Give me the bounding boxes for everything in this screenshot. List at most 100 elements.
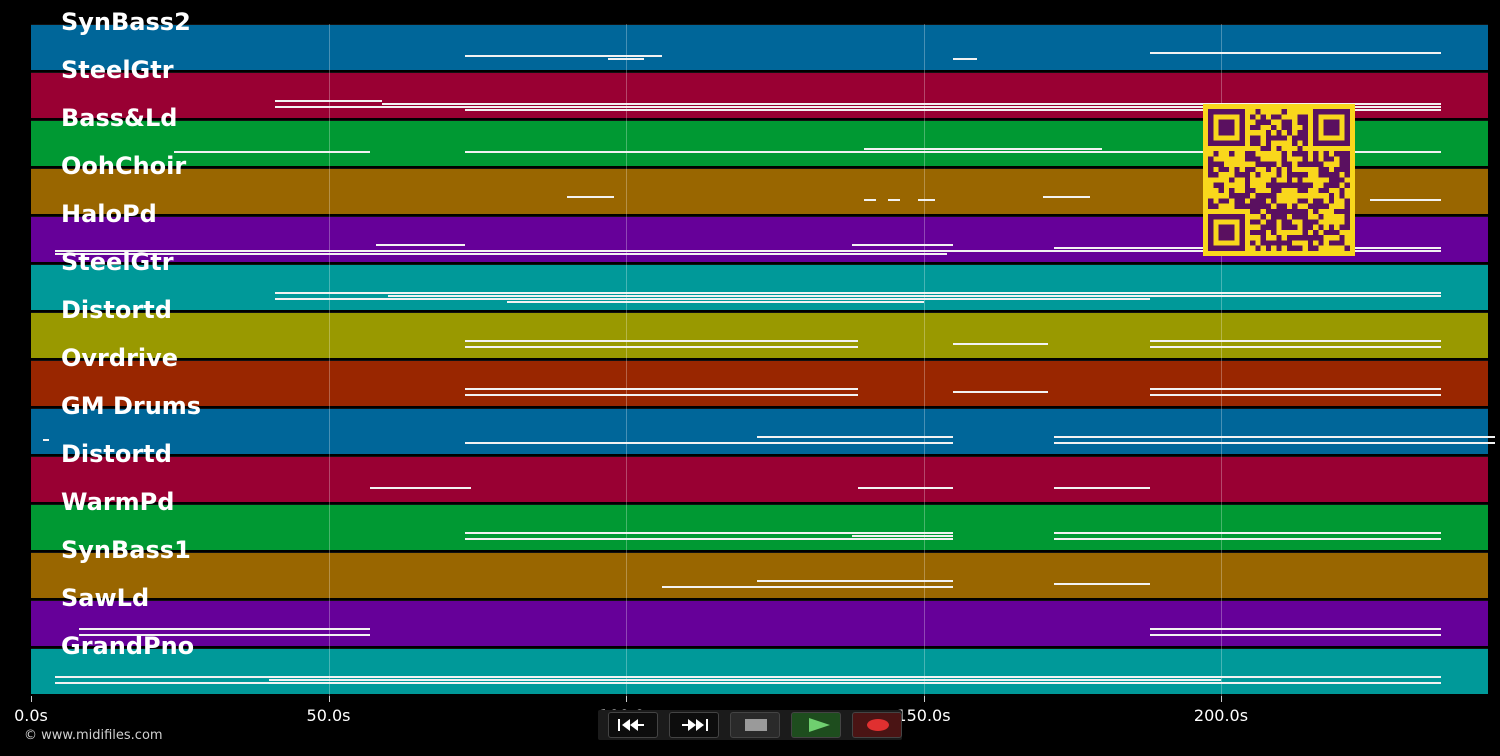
tick-mark: [328, 696, 330, 702]
note-bar: [953, 58, 978, 60]
note-bar: [54, 676, 1442, 678]
note-bar: [1054, 538, 1442, 540]
note-bar: [269, 679, 1221, 681]
track-label: HaloPd: [61, 200, 157, 228]
tick-mark: [626, 696, 627, 702]
track-row: [31, 552, 1488, 598]
note-bar: [953, 343, 1049, 345]
note-bar: [376, 244, 466, 246]
note-bar: [382, 103, 1442, 105]
track-label: GrandPno: [61, 632, 195, 660]
track-label: SawLd: [61, 584, 150, 612]
note-bar: [78, 634, 371, 636]
tick-label: 200.0s: [1193, 706, 1249, 725]
note-bar: [173, 151, 371, 153]
note-bar: [864, 148, 1102, 150]
stop-button[interactable]: [730, 712, 780, 738]
track-label: SteelGtr: [61, 248, 174, 276]
note-bar: [917, 199, 936, 201]
note-bar: [388, 295, 1442, 297]
track-label: SynBass2: [61, 8, 191, 36]
play-icon: [809, 718, 830, 732]
note-bar: [852, 244, 954, 246]
note-bar: [887, 199, 900, 201]
track-row: [31, 600, 1488, 646]
grid-line: [1221, 24, 1222, 696]
note-bar: [756, 580, 954, 582]
transport-bar: [598, 710, 902, 740]
track-label: SynBass1: [61, 536, 191, 564]
track-label: Distortd: [61, 440, 172, 468]
note-bar: [78, 628, 371, 630]
note-bar: [756, 436, 954, 438]
play-button[interactable]: [791, 712, 841, 738]
track-row: [31, 24, 1488, 70]
track-label: OohChoir: [61, 152, 187, 180]
fast-forward-button[interactable]: [669, 712, 719, 738]
note-bar: [1054, 436, 1495, 438]
grid-line: [923, 24, 925, 696]
note-bar: [274, 298, 1150, 300]
grid-line: [328, 24, 330, 696]
stop-icon: [745, 719, 767, 731]
record-icon: [867, 719, 889, 731]
tick-mark: [923, 696, 925, 702]
grid-line: [626, 24, 627, 696]
note-bar: [661, 586, 954, 588]
note-bar: [1149, 346, 1442, 348]
note-bar: [54, 253, 948, 255]
track-label: SteelGtr: [61, 56, 174, 84]
note-bar: [274, 106, 1442, 108]
note-bar: [465, 340, 859, 342]
note-bar: [465, 532, 954, 534]
track-row: [31, 360, 1488, 406]
track-row: [31, 648, 1488, 694]
record-button[interactable]: [852, 712, 902, 738]
note-bar: [54, 682, 1442, 684]
rewind-button[interactable]: [608, 712, 658, 738]
note-bar: [1149, 388, 1442, 390]
note-bar: [566, 196, 615, 198]
copyright-text: © www.midifiles.com: [24, 728, 163, 743]
track-row: [31, 264, 1488, 310]
tick-label: 150.0s: [896, 706, 951, 725]
track-row: [31, 504, 1488, 550]
note-bar: [858, 487, 954, 489]
note-bar: [1149, 52, 1442, 54]
note-bar: [465, 151, 1400, 153]
track-row: [31, 312, 1488, 358]
note-bar: [465, 394, 859, 396]
tick-label: 0.0s: [14, 706, 48, 725]
tick-mark: [1221, 696, 1222, 702]
note-bar: [852, 535, 954, 537]
fast-forward-icon: [682, 719, 708, 731]
track-label: GM Drums: [61, 392, 202, 420]
note-bar: [465, 538, 954, 540]
note-bar: [274, 100, 383, 102]
track-row: [31, 456, 1488, 502]
note-bar: [465, 55, 662, 57]
tick-label: 50.0s: [306, 706, 351, 725]
track-label: Ovrdrive: [61, 344, 179, 372]
note-bar: [507, 301, 924, 303]
note-bar: [465, 388, 859, 390]
note-bar: [864, 199, 876, 201]
note-bar: [370, 487, 472, 489]
track-row: [31, 72, 1488, 118]
track-label: Distortd: [61, 296, 172, 324]
track-label: WarmPd: [61, 488, 175, 516]
qr-code: [1203, 104, 1355, 256]
track-label: Bass&Ld: [61, 104, 178, 132]
note-bar: [1042, 196, 1091, 198]
note-bar: [1054, 487, 1150, 489]
note-bar: [1054, 442, 1495, 444]
note-bar: [1369, 199, 1442, 201]
note-bar: [465, 346, 859, 348]
note-bar: [1054, 583, 1150, 585]
tick-mark: [31, 696, 32, 702]
note-bar: [1149, 634, 1442, 636]
note-bar: [1149, 628, 1442, 630]
rewind-icon: [618, 719, 644, 731]
note-bar: [608, 58, 644, 60]
